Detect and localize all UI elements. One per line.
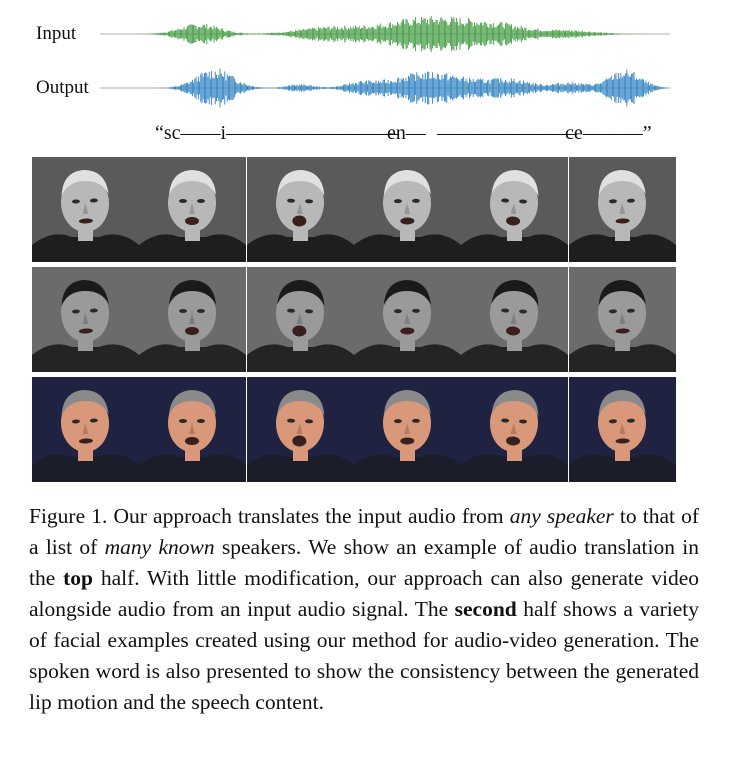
face-frame xyxy=(246,267,354,372)
spoken-end: ce———” xyxy=(565,122,652,144)
caption-bold-second: second xyxy=(454,597,517,621)
figure-caption: Figure 1. Our approach translates the in… xyxy=(29,501,699,718)
face-frame xyxy=(246,377,354,482)
face-frame xyxy=(353,377,461,482)
caption-bold-top: top xyxy=(63,566,93,590)
face-frame xyxy=(139,157,247,262)
spoken-open: “sc——i—— xyxy=(155,122,267,144)
spoken-mid: en— xyxy=(387,122,426,144)
face-frame xyxy=(32,377,139,482)
caption-emph-any-speaker: any speaker xyxy=(509,504,614,528)
face-frame xyxy=(246,157,354,262)
face-row-1 xyxy=(32,157,676,262)
input-waveform xyxy=(100,15,670,53)
face-row-2 xyxy=(32,267,676,372)
input-label: Input xyxy=(36,23,77,44)
spoken-dash-2: ——————— xyxy=(437,122,577,144)
face-frame xyxy=(461,157,569,262)
face-frame xyxy=(568,157,676,262)
face-frame xyxy=(461,267,569,372)
face-frame xyxy=(353,157,461,262)
input-waveform-row: Input xyxy=(0,10,737,58)
caption-text-1: Our approach translates the input audio … xyxy=(107,504,510,528)
caption-text-3: speakers. We show an example of audio tr… xyxy=(29,535,699,590)
face-frame xyxy=(32,157,139,262)
face-frame xyxy=(139,267,247,372)
caption-text-4: half. With little modification, our appr… xyxy=(29,566,699,621)
face-frame xyxy=(461,377,569,482)
face-frame xyxy=(32,267,139,372)
caption-text-2: to that of a list of xyxy=(29,504,700,559)
face-frame xyxy=(568,267,676,372)
face-frame xyxy=(139,377,247,482)
spoken-dash-1: ——————— xyxy=(259,122,399,144)
caption-text-5: half shows a variety of facial examples … xyxy=(29,597,700,714)
face-frame xyxy=(353,267,461,372)
caption-emph-many-known: many known xyxy=(104,535,215,559)
output-label: Output xyxy=(36,77,89,98)
output-waveform-row: Output xyxy=(0,64,737,112)
face-frames-grid xyxy=(32,157,676,485)
face-row-3 xyxy=(32,377,676,482)
output-waveform xyxy=(100,68,670,108)
spoken-word: “sc——i—— ——————— en— ——————— ce———” xyxy=(155,120,675,146)
caption-fig-label: Figure 1. xyxy=(29,504,108,528)
face-frame xyxy=(568,377,676,482)
